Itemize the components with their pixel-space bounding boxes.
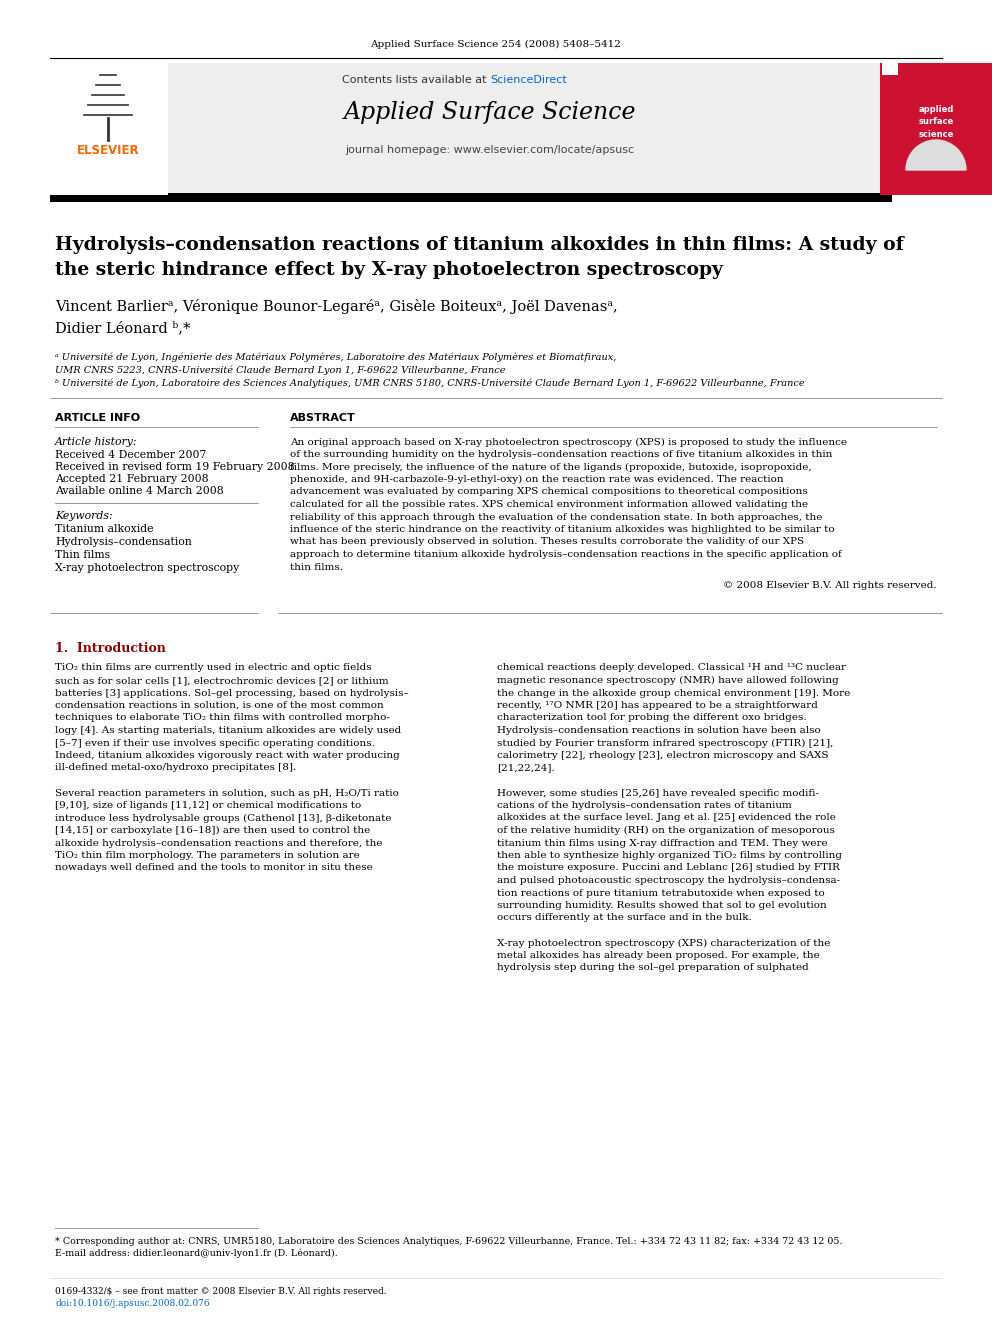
Text: [5–7] even if their use involves specific operating conditions.: [5–7] even if their use involves specifi… [55,738,375,747]
Text: hydrolysis step during the sol–gel preparation of sulphated: hydrolysis step during the sol–gel prepa… [497,963,808,972]
Text: occurs differently at the surface and in the bulk.: occurs differently at the surface and in… [497,913,752,922]
Text: calorimetry [22], rheology [23], electron microscopy and SAXS: calorimetry [22], rheology [23], electro… [497,751,828,759]
Text: Hydrolysis–condensation reactions in solution have been also: Hydrolysis–condensation reactions in sol… [497,726,820,736]
Text: Applied Surface Science: Applied Surface Science [344,102,636,124]
Text: [14,15] or carboxylate [16–18]) are then used to control the: [14,15] or carboxylate [16–18]) are then… [55,826,370,835]
Text: Article history:: Article history: [55,437,138,447]
Text: introduce less hydrolysable groups (Cathenol [13], β-diketonate: introduce less hydrolysable groups (Cath… [55,814,392,823]
Text: calculated for all the possible rates. XPS chemical environment information allo: calculated for all the possible rates. X… [290,500,808,509]
Text: studied by Fourier transform infrared spectroscopy (FTIR) [21],: studied by Fourier transform infrared sp… [497,738,833,747]
Text: logy [4]. As starting materials, titanium alkoxides are widely used: logy [4]. As starting materials, titaniu… [55,726,401,736]
FancyBboxPatch shape [882,61,898,75]
Text: X-ray photoelectron spectroscopy (XPS) characterization of the: X-ray photoelectron spectroscopy (XPS) c… [497,938,830,947]
Text: ScienceDirect: ScienceDirect [490,75,566,85]
Text: [9,10], size of ligands [11,12] or chemical modifications to: [9,10], size of ligands [11,12] or chemi… [55,800,361,810]
Text: films. More precisely, the influence of the nature of the ligands (propoxide, bu: films. More precisely, the influence of … [290,463,811,471]
Text: of the surrounding humidity on the hydrolysis–condensation reactions of five tit: of the surrounding humidity on the hydro… [290,450,832,459]
Text: such as for solar cells [1], electrochromic devices [2] or lithium: such as for solar cells [1], electrochro… [55,676,389,685]
Text: Titanium alkoxide: Titanium alkoxide [55,524,154,534]
Text: ᵃ Université de Lyon, Ingénierie des Matériaux Polymères, Laboratoire des Matéri: ᵃ Université de Lyon, Ingénierie des Mat… [55,352,616,361]
Text: what has been previously observed in solution. Theses results corroborate the va: what has been previously observed in sol… [290,537,805,546]
Text: TiO₂ thin film morphology. The parameters in solution are: TiO₂ thin film morphology. The parameter… [55,851,360,860]
Text: 0169-4332/$ – see front matter © 2008 Elsevier B.V. All rights reserved.: 0169-4332/$ – see front matter © 2008 El… [55,1286,387,1295]
Text: reliability of this approach through the evaluation of the condensation state. I: reliability of this approach through the… [290,512,822,521]
Wedge shape [906,140,966,169]
Text: Vincent Barlierᵃ, Véronique Bounor-Legaréᵃ, Gisèle Boiteuxᵃ, Joël Davenasᵃ,: Vincent Barlierᵃ, Véronique Bounor-Legar… [55,299,618,315]
Text: Available online 4 March 2008: Available online 4 March 2008 [55,486,224,496]
Text: chemical reactions deeply developed. Classical ¹H and ¹³C nuclear: chemical reactions deeply developed. Cla… [497,664,846,672]
Text: ELSEVIER: ELSEVIER [76,144,139,157]
FancyBboxPatch shape [50,64,892,194]
Text: An original approach based on X-ray photoelectron spectroscopy (XPS) is proposed: An original approach based on X-ray phot… [290,438,847,447]
Text: However, some studies [25,26] have revealed specific modifi-: However, some studies [25,26] have revea… [497,789,818,798]
Text: © 2008 Elsevier B.V. All rights reserved.: © 2008 Elsevier B.V. All rights reserved… [723,581,937,590]
Text: Received 4 December 2007: Received 4 December 2007 [55,450,206,460]
FancyBboxPatch shape [880,64,992,194]
Text: characterization tool for probing the different oxo bridges.: characterization tool for probing the di… [497,713,806,722]
Text: E-mail address: didier.leonard@univ-lyon1.fr (D. Léonard).: E-mail address: didier.leonard@univ-lyon… [55,1248,337,1258]
Text: ill-defined metal-oxo/hydroxo precipitates [8].: ill-defined metal-oxo/hydroxo precipitat… [55,763,297,773]
FancyBboxPatch shape [50,64,168,194]
Text: Contents lists available at: Contents lists available at [342,75,490,85]
Text: the steric hindrance effect by X-ray photoelectron spectroscopy: the steric hindrance effect by X-ray pho… [55,261,723,279]
Text: advancement was evaluated by comparing XPS chemical compositions to theoretical : advancement was evaluated by comparing X… [290,487,807,496]
Text: thin films.: thin films. [290,562,343,572]
Text: tion reactions of pure titanium tetrabutoxide when exposed to: tion reactions of pure titanium tetrabut… [497,889,824,897]
Text: surrounding humidity. Results showed that sol to gel evolution: surrounding humidity. Results showed tha… [497,901,826,910]
Text: Didier Léonard ᵇ,*: Didier Léonard ᵇ,* [55,321,190,335]
Text: Keywords:: Keywords: [55,511,113,521]
Text: Received in revised form 19 February 2008: Received in revised form 19 February 200… [55,462,295,472]
Text: batteries [3] applications. Sol–gel processing, based on hydrolysis–: batteries [3] applications. Sol–gel proc… [55,688,409,697]
Text: Thin films: Thin films [55,550,110,560]
Text: Accepted 21 February 2008: Accepted 21 February 2008 [55,474,208,484]
Text: the change in the alkoxide group chemical environment [19]. More: the change in the alkoxide group chemica… [497,688,850,697]
Text: approach to determine titanium alkoxide hydrolysis–condensation reactions in the: approach to determine titanium alkoxide … [290,550,842,560]
Text: condensation reactions in solution, is one of the most common: condensation reactions in solution, is o… [55,701,384,710]
Text: techniques to elaborate TiO₂ thin films with controlled morpho-: techniques to elaborate TiO₂ thin films … [55,713,390,722]
Text: nowadays well defined and the tools to monitor in situ these: nowadays well defined and the tools to m… [55,864,373,872]
Text: ARTICLE INFO: ARTICLE INFO [55,413,140,423]
Text: and pulsed photoacoustic spectroscopy the hydrolysis–condensa-: and pulsed photoacoustic spectroscopy th… [497,876,840,885]
Text: Indeed, titanium alkoxides vigorously react with water producing: Indeed, titanium alkoxides vigorously re… [55,751,400,759]
Text: influence of the steric hindrance on the reactivity of titanium alkoxides was hi: influence of the steric hindrance on the… [290,525,834,534]
Text: 1.  Introduction: 1. Introduction [55,642,166,655]
Text: ABSTRACT: ABSTRACT [290,413,356,423]
Text: magnetic resonance spectroscopy (NMR) have allowed following: magnetic resonance spectroscopy (NMR) ha… [497,676,839,685]
Text: TiO₂ thin films are currently used in electric and optic fields: TiO₂ thin films are currently used in el… [55,664,372,672]
Text: ᵇ Université de Lyon, Laboratoire des Sciences Analytiques, UMR CNRS 5180, CNRS-: ᵇ Université de Lyon, Laboratoire des Sc… [55,378,805,388]
Text: X-ray photoelectron spectroscopy: X-ray photoelectron spectroscopy [55,564,239,573]
Text: Several reaction parameters in solution, such as pH, H₂O/Ti ratio: Several reaction parameters in solution,… [55,789,399,798]
Text: of the relative humidity (RH) on the organization of mesoporous: of the relative humidity (RH) on the org… [497,826,835,835]
Text: [21,22,24].: [21,22,24]. [497,763,555,773]
Text: recently, ¹⁷O NMR [20] has appeared to be a straightforward: recently, ¹⁷O NMR [20] has appeared to b… [497,701,817,710]
Text: phenoxide, and 9H-carbazole-9-yl-ethyl-oxy) on the reaction rate was evidenced. : phenoxide, and 9H-carbazole-9-yl-ethyl-o… [290,475,784,484]
Text: cations of the hydrolysis–condensation rates of titanium: cations of the hydrolysis–condensation r… [497,800,792,810]
Text: doi:10.1016/j.apsusc.2008.02.076: doi:10.1016/j.apsusc.2008.02.076 [55,1299,209,1308]
Text: * Corresponding author at: CNRS, UMR5180, Laboratoire des Sciences Analytiques, : * Corresponding author at: CNRS, UMR5180… [55,1237,842,1245]
Text: titanium thin films using X-ray diffraction and TEM. They were: titanium thin films using X-ray diffract… [497,839,827,848]
Text: alkoxides at the surface level. Jang et al. [25] evidenced the role: alkoxides at the surface level. Jang et … [497,814,836,823]
Text: then able to synthesize highly organized TiO₂ films by controlling: then able to synthesize highly organized… [497,851,842,860]
Text: Hydrolysis–condensation: Hydrolysis–condensation [55,537,191,546]
Text: alkoxide hydrolysis–condensation reactions and therefore, the: alkoxide hydrolysis–condensation reactio… [55,839,383,848]
Text: Applied Surface Science 254 (2008) 5408–5412: Applied Surface Science 254 (2008) 5408–… [371,40,621,49]
Text: the moisture exposure. Puccini and Leblanc [26] studied by FTIR: the moisture exposure. Puccini and Lebla… [497,864,840,872]
Text: metal alkoxides has already been proposed. For example, the: metal alkoxides has already been propose… [497,951,819,960]
Text: UMR CNRS 5223, CNRS-Université Claude Bernard Lyon 1, F-69622 Villeurbanne, Fran: UMR CNRS 5223, CNRS-Université Claude Be… [55,365,506,374]
Text: journal homepage: www.elsevier.com/locate/apsusc: journal homepage: www.elsevier.com/locat… [345,146,635,155]
Text: applied
surface
science: applied surface science [919,105,953,139]
FancyBboxPatch shape [50,193,892,202]
Text: Hydrolysis–condensation reactions of titanium alkoxides in thin films: A study o: Hydrolysis–condensation reactions of tit… [55,235,904,254]
